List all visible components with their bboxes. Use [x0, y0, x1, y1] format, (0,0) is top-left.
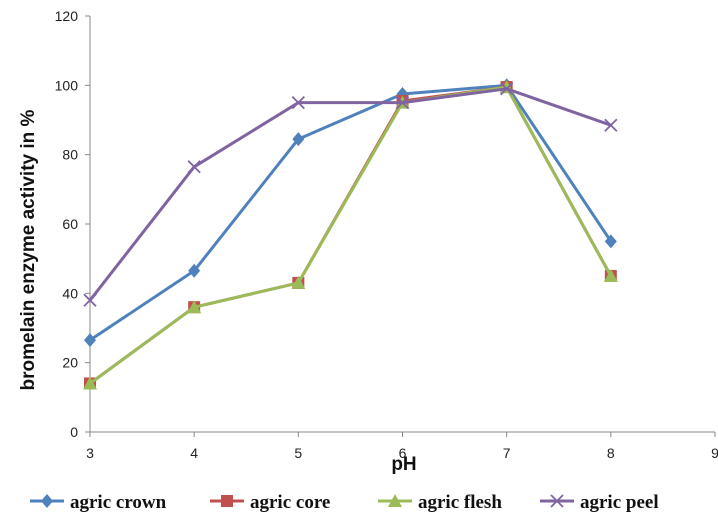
x-tick-label: 8	[607, 445, 615, 461]
data-point	[291, 96, 305, 110]
legend-item: agric flesh	[378, 492, 502, 513]
legend-item: agric crown	[30, 492, 167, 513]
data-point	[603, 269, 618, 282]
data-point	[187, 300, 202, 314]
x-tick-label: 9	[711, 445, 718, 461]
x-tick-label: 7	[503, 445, 511, 461]
x-tick-label: 6	[399, 445, 407, 461]
legend-label: agric flesh	[418, 492, 502, 513]
series-agric-core	[84, 81, 617, 390]
x-axis-title: pH	[391, 454, 416, 475]
series-agric-crown	[84, 78, 617, 348]
y-tick-label: 120	[55, 8, 79, 24]
data-point	[187, 160, 201, 174]
data-point	[292, 132, 305, 147]
legend: agric crown agric core agric flesh agric pe…	[30, 492, 659, 513]
data-point	[604, 118, 618, 132]
x-tick-label: 5	[294, 445, 302, 461]
legend-marker	[550, 494, 564, 508]
series-agric-flesh	[83, 80, 618, 390]
series-line	[89, 85, 613, 385]
series-layer	[83, 78, 618, 390]
x-tick-labels: 3 4 5 6 7 8 9	[86, 432, 718, 461]
legend-marker	[221, 495, 233, 507]
legend-label: agric core	[250, 492, 330, 513]
y-tick-label: 80	[62, 147, 78, 163]
series-line	[89, 83, 613, 342]
axes	[89, 16, 715, 433]
legend-item: agric core	[210, 492, 330, 513]
y-tick-label: 60	[62, 216, 78, 232]
legend-marker	[41, 494, 53, 508]
x-tick-label: 3	[86, 445, 94, 461]
data-point	[395, 96, 410, 110]
y-tick-label: 40	[62, 285, 78, 301]
data-point	[83, 293, 97, 307]
series-line	[88, 87, 612, 302]
data-point	[604, 234, 617, 249]
legend-item: agric peel	[540, 492, 659, 513]
y-tick-label: 20	[62, 355, 78, 371]
x-tick-label: 4	[190, 445, 198, 461]
legend-label: agric peel	[580, 492, 659, 513]
legend-marker	[388, 494, 402, 507]
legend-label: agric crown	[70, 492, 167, 513]
data-point	[291, 275, 306, 289]
data-point	[83, 376, 97, 390]
data-point	[188, 263, 201, 278]
y-tick-label: 0	[70, 424, 78, 440]
series-agric-peel	[83, 82, 618, 307]
data-point	[500, 82, 514, 96]
y-axis-title: bromelain enzyme activity in %	[18, 109, 39, 390]
data-point	[84, 333, 96, 348]
y-tick-label: 100	[55, 77, 79, 93]
y-tick-labels: 0 20 40 60 80 100 120	[55, 8, 90, 440]
